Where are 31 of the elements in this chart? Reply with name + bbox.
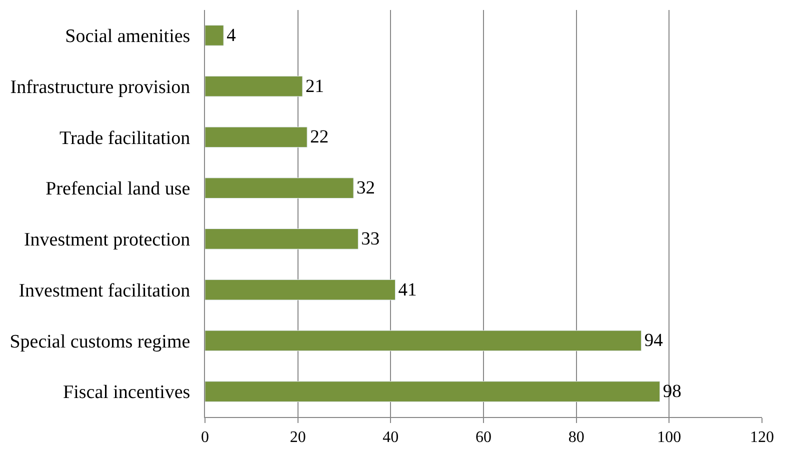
bar	[205, 228, 358, 250]
x-tick-label: 60	[476, 429, 492, 446]
data-label: 32	[356, 178, 376, 199]
data-label: 98	[662, 382, 682, 402]
x-tick-label: 0	[201, 429, 209, 446]
data-label: 4	[226, 26, 236, 46]
y-tick-label: Fiscal incentives	[63, 382, 190, 404]
x-tick-label: 20	[290, 429, 306, 446]
bar	[205, 330, 642, 352]
y-tick-label: Trade facilitation	[60, 128, 191, 149]
data-label: 22	[310, 128, 329, 148]
x-tick-label: 120	[750, 429, 774, 446]
x-tick-label: 40	[382, 429, 399, 446]
data-label: 41	[398, 280, 417, 300]
y-tick-label: Special customs regime	[10, 331, 190, 352]
y-tick-label: Investment protection	[24, 230, 191, 251]
data-label: 21	[305, 76, 324, 97]
x-tick-label: 80	[568, 429, 584, 446]
y-tick-label: Investment facilitation	[18, 280, 191, 302]
data-label: 94	[644, 331, 663, 352]
bar	[205, 76, 303, 97]
data-label: 33	[361, 229, 380, 250]
bar	[205, 25, 224, 46]
bar	[205, 381, 660, 402]
y-tick-label: Infrastructure provision	[10, 76, 191, 98]
bar	[205, 126, 308, 148]
bar	[205, 178, 354, 198]
y-tick-label: Prefencial land use	[46, 178, 190, 200]
bar	[205, 279, 396, 300]
x-tick-label: 100	[657, 429, 682, 446]
y-tick-label: Social amenities	[65, 26, 190, 48]
